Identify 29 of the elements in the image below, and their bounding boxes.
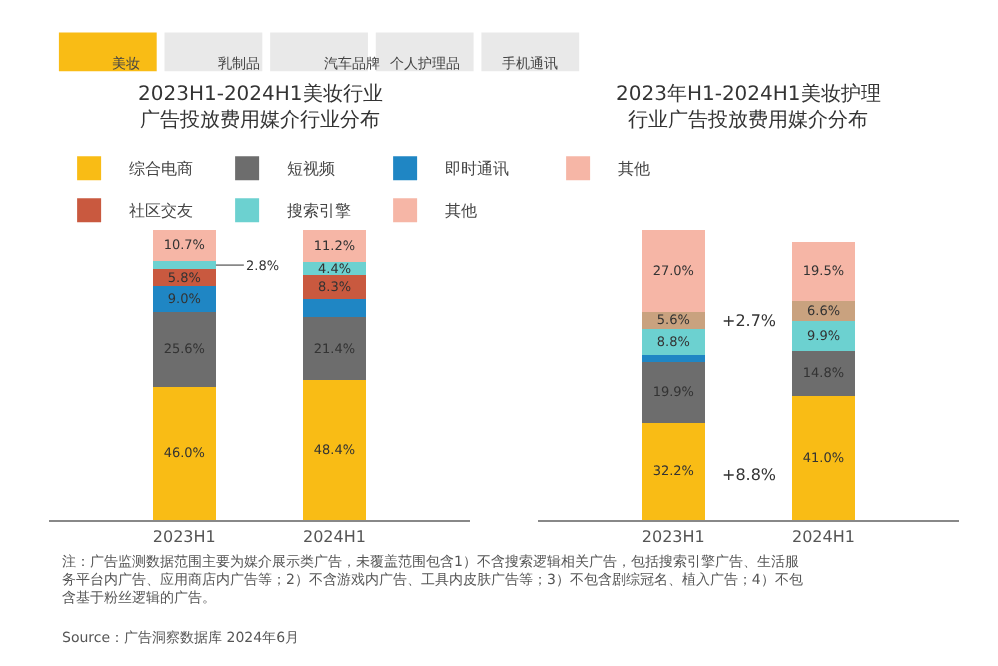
bar: [152, 261, 216, 270]
x-tick-label: 2024H1: [303, 527, 366, 546]
legend-label: 综合电商: [129, 160, 194, 179]
legend-label: 社区交友: [129, 202, 194, 221]
legend-label: 其他: [445, 202, 478, 221]
chart-title: 2023H1-2024H1美妆行业广告投放费用媒介行业分布: [138, 82, 383, 132]
annotation: +2.7%: [722, 312, 777, 330]
bar: [641, 229, 705, 312]
bar: [791, 351, 856, 396]
bar: [791, 395, 856, 521]
chart-title: 2023年H1-2024H1美妆护理行业广告投放费用媒介分布: [616, 82, 881, 132]
bar: [791, 320, 856, 352]
bar: [302, 379, 367, 521]
bar: [302, 299, 367, 318]
bar: [641, 422, 705, 521]
x-tick-label: 2024H1: [792, 527, 855, 546]
legend-label: 搜索引擎: [287, 202, 352, 221]
legend-label: 短视频: [287, 160, 336, 179]
x-tick-label: 2023H1: [641, 527, 705, 546]
bar: [641, 362, 705, 423]
bar: [641, 355, 705, 363]
bar: [791, 241, 856, 301]
legend-label: 即时通讯: [445, 160, 510, 179]
text: 其他: [618, 160, 651, 179]
bar: [152, 312, 216, 387]
bar: [152, 386, 216, 521]
annotation: +8.8%: [722, 466, 777, 484]
bar: [302, 317, 367, 380]
x-tick-label: 2023H1: [152, 527, 216, 546]
